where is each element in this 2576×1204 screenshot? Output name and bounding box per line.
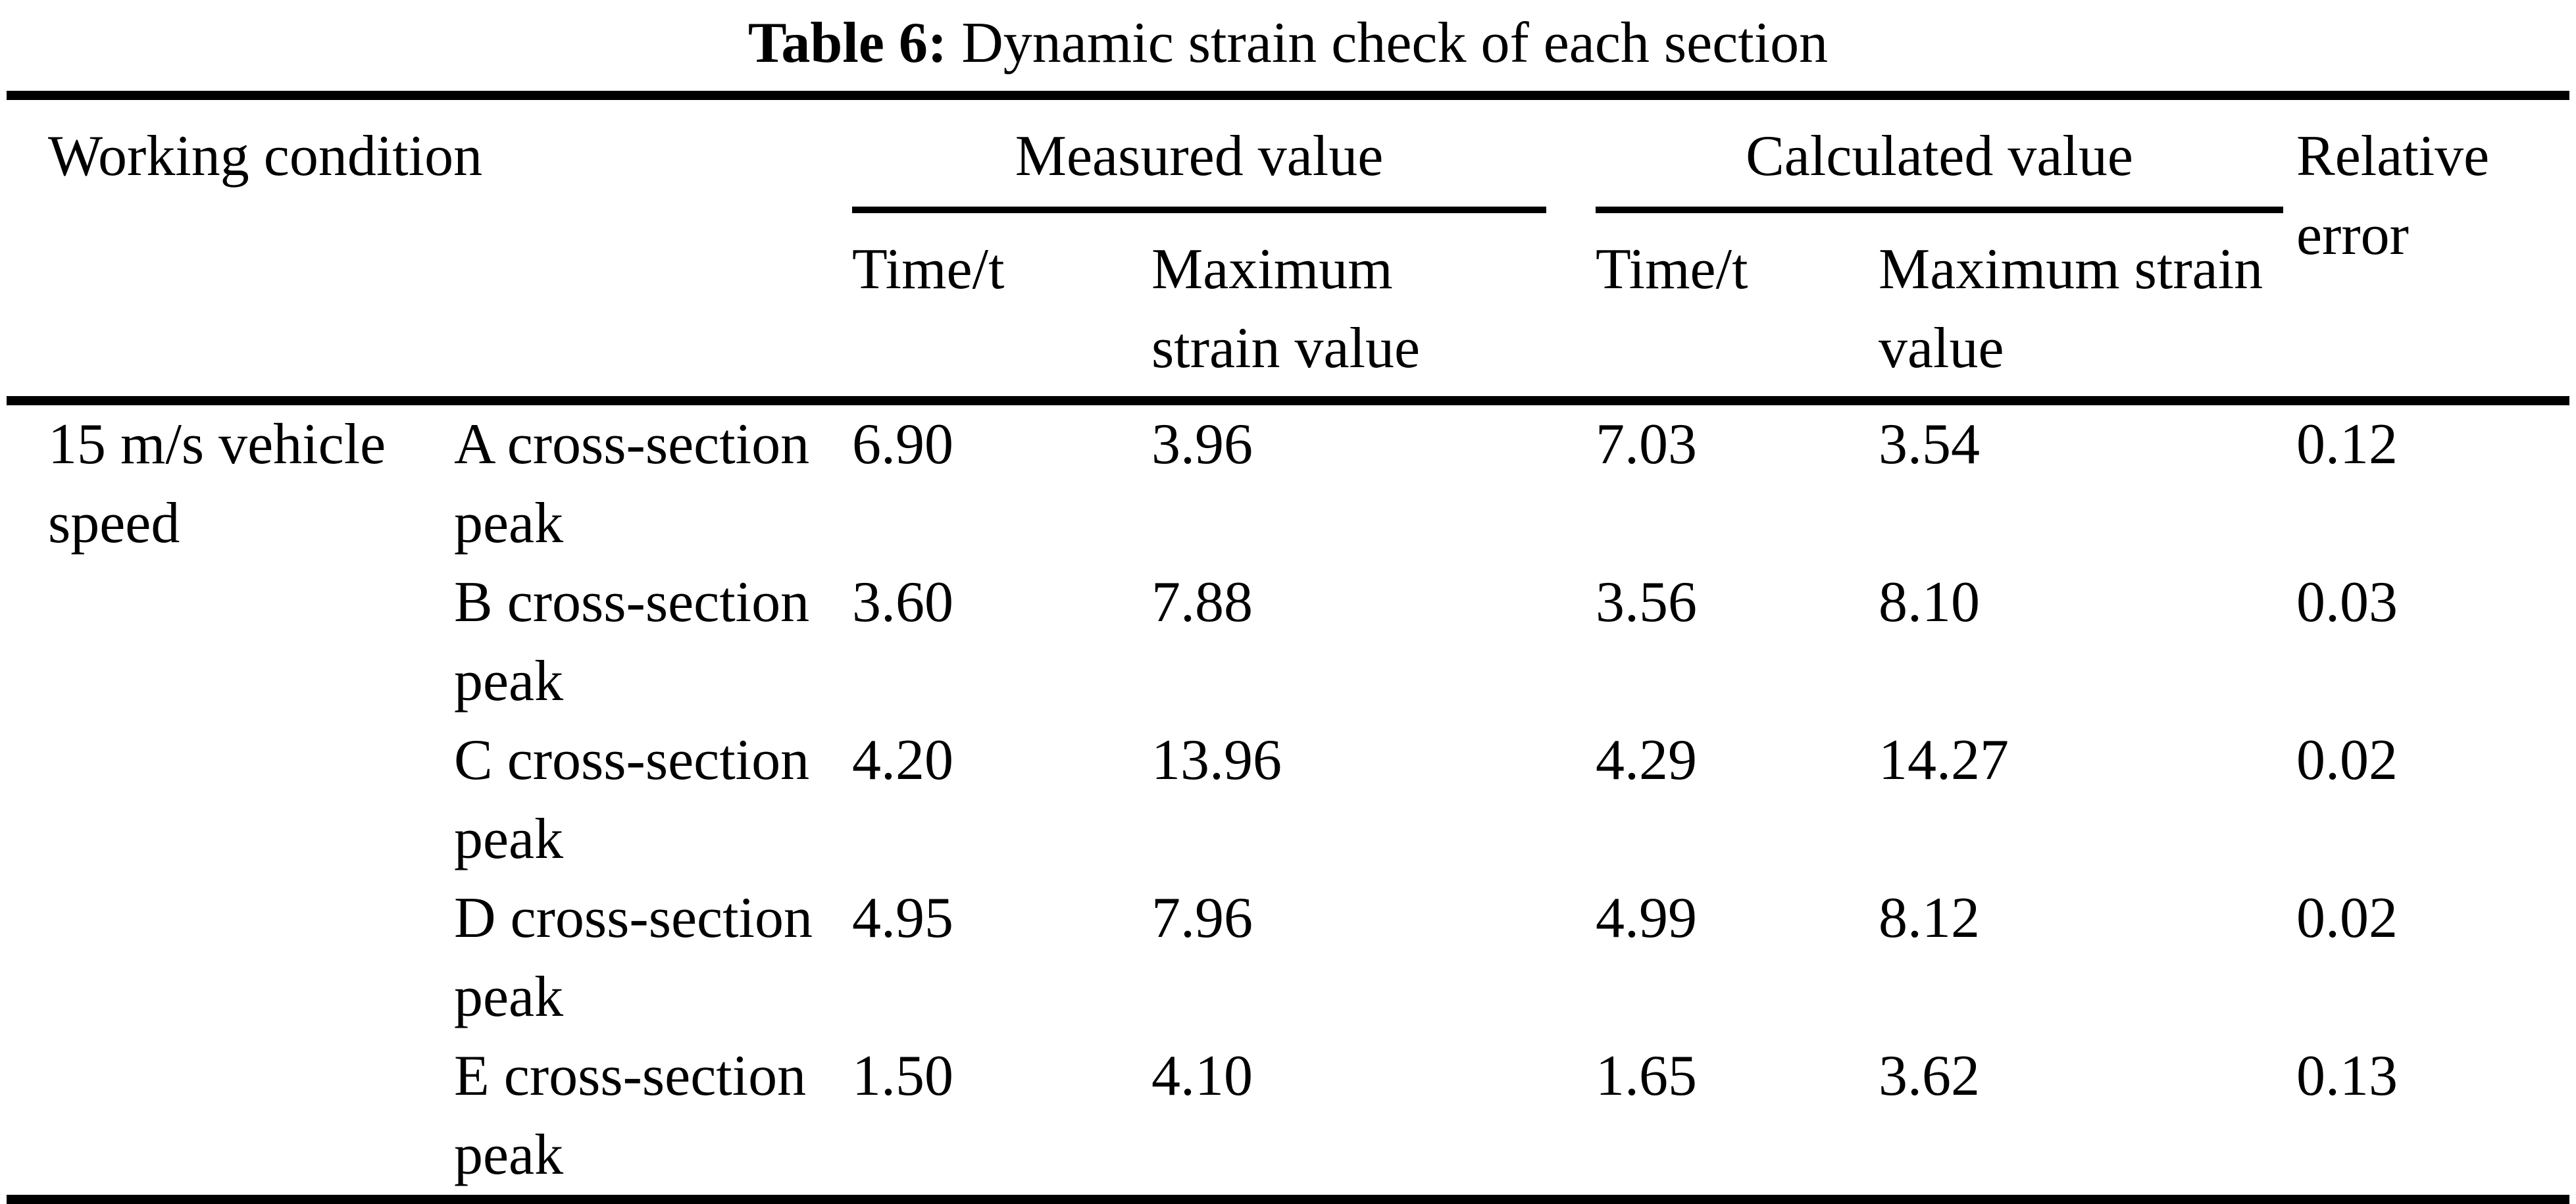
calculated-max-strain-cell: 14.27 (1879, 728, 2009, 792)
table-row: E cross-section peak 1.50 4.10 1.65 3.62… (7, 1037, 2569, 1195)
table-row: D cross-section peak 4.95 7.96 4.99 8.12… (7, 879, 2569, 1037)
working-condition-cell: 15 m/s vehicle speed (48, 413, 386, 555)
section-cell: B cross-section peak (454, 570, 810, 713)
calculated-time-cell: 3.56 (1596, 570, 1697, 634)
header-measured-max-strain: Maximum strain value (1151, 238, 1421, 380)
relative-error-cell: 0.13 (2296, 1044, 2398, 1108)
measured-max-strain-cell: 7.96 (1151, 886, 1253, 950)
calculated-max-strain-cell: 3.54 (1879, 413, 1980, 476)
relative-error-cell: 0.12 (2296, 413, 2398, 476)
table-caption-number: Table 6: (747, 11, 947, 75)
header-measured-time: Time/t (852, 238, 1005, 301)
table-header: Working condition Measured value Calcula… (7, 100, 2569, 405)
measured-time-cell: 3.60 (852, 570, 953, 634)
calculated-time-cell: 4.99 (1596, 886, 1697, 950)
section-cell: A cross-section peak (454, 413, 810, 555)
table-row: B cross-section peak 3.60 7.88 3.56 8.10… (7, 563, 2569, 721)
measured-time-cell: 4.95 (852, 886, 953, 950)
relative-error-cell: 0.02 (2296, 728, 2398, 792)
calculated-time-cell: 1.65 (1596, 1044, 1697, 1108)
relative-error-cell: 0.02 (2296, 886, 2398, 950)
header-calculated-time: Time/t (1596, 238, 1748, 301)
calculated-max-strain-cell: 8.12 (1879, 886, 1980, 950)
table-row: 15 m/s vehicle speed A cross-section pea… (7, 405, 2569, 563)
calculated-time-cell: 7.03 (1596, 413, 1697, 476)
table-caption: Table 6: Dynamic strain check of each se… (0, 0, 2576, 91)
measured-time-cell: 4.20 (852, 728, 953, 792)
measured-time-cell: 1.50 (852, 1044, 953, 1108)
section-cell: C cross-section peak (454, 728, 810, 871)
header-working-condition: Working condition (48, 124, 483, 188)
section-cell: D cross-section peak (454, 886, 813, 1029)
table-body: 15 m/s vehicle speed A cross-section pea… (7, 405, 2569, 1195)
measured-max-strain-cell: 3.96 (1151, 413, 1253, 476)
measured-max-strain-cell: 13.96 (1151, 728, 1282, 792)
header-group-calculated-value: Calculated value (1596, 117, 2283, 213)
calculated-max-strain-cell: 8.10 (1879, 570, 1980, 634)
table-row: C cross-section peak 4.20 13.96 4.29 14.… (7, 721, 2569, 879)
header-relative-error: Relative error (2296, 124, 2490, 267)
calculated-time-cell: 4.29 (1596, 728, 1697, 792)
table-caption-text: Dynamic strain check of each section (961, 11, 1829, 75)
relative-error-cell: 0.03 (2296, 570, 2398, 634)
header-calculated-max-strain: Maximum strain value (1879, 238, 2263, 380)
measured-time-cell: 6.90 (852, 413, 953, 476)
calculated-max-strain-cell: 3.62 (1879, 1044, 1980, 1108)
measured-max-strain-cell: 4.10 (1151, 1044, 1253, 1108)
section-cell: E cross-section peak (454, 1044, 807, 1187)
measured-max-strain-cell: 7.88 (1151, 570, 1253, 634)
data-table: Working condition Measured value Calcula… (7, 91, 2569, 1204)
header-group-measured-value: Measured value (852, 117, 1546, 213)
